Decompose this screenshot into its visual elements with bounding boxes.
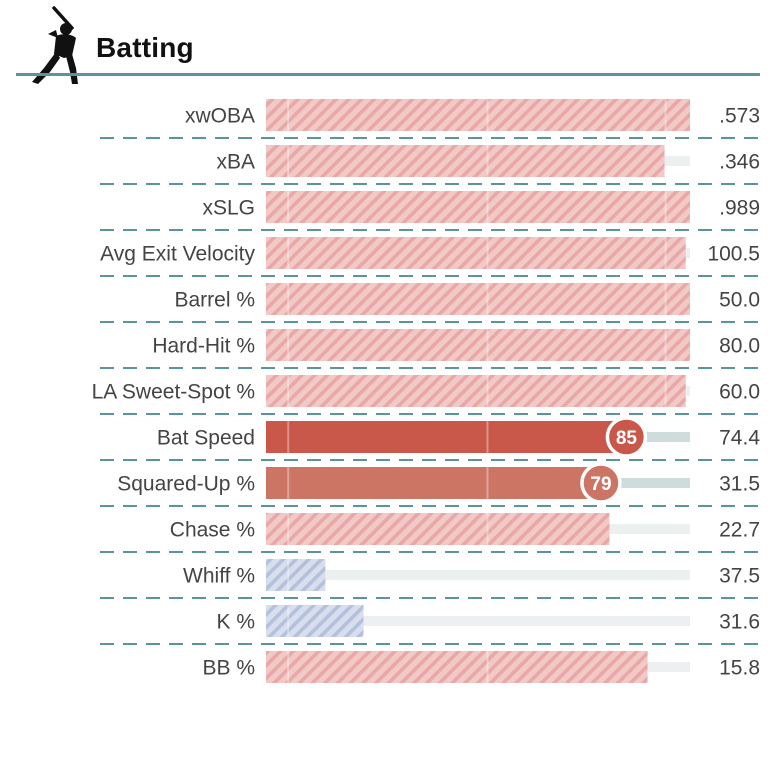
header-divider — [16, 73, 760, 76]
metric-row: K % 31.6 — [100, 605, 760, 645]
bar-guide — [287, 329, 290, 361]
bar-guide — [287, 283, 290, 315]
bar-guide — [287, 513, 290, 545]
bar-guide — [664, 329, 667, 361]
metric-value: 31.6 — [719, 611, 760, 634]
metric-row: xBA .346 — [100, 145, 760, 185]
bar-guide — [287, 467, 290, 499]
bar-guide — [486, 375, 489, 407]
metric-row: Hard-Hit % 80.0 — [100, 329, 760, 369]
metric-label: xSLG — [202, 197, 255, 220]
chart-rows: xwOBA .573 xBA .346 xSLG .989 Avg Exit Velocit… — [92, 99, 760, 683]
percentile-bar — [266, 283, 690, 315]
percentile-bar — [266, 191, 690, 223]
metric-row: 79 Squared-Up % 31.5 — [100, 462, 760, 507]
metric-row: Chase % 22.7 — [100, 513, 760, 553]
bar-guide — [486, 513, 489, 545]
percentile-bar — [266, 513, 610, 545]
metric-row: Whiff % 37.5 — [100, 559, 760, 599]
bar-guide — [486, 421, 489, 453]
metric-label: Barrel % — [174, 289, 255, 312]
bar-guide — [486, 651, 489, 683]
percentile-bar — [266, 237, 686, 269]
metric-label: Chase % — [170, 519, 255, 542]
percentile-bar — [266, 605, 364, 637]
bar-guide — [486, 467, 489, 499]
bar-guide — [486, 283, 489, 315]
percentile-bar — [266, 467, 601, 499]
metric-label: Bat Speed — [157, 427, 255, 450]
bar-guide — [287, 191, 290, 223]
bar-guide — [287, 375, 290, 407]
percentile-bar — [266, 421, 627, 453]
bar-guide — [287, 421, 290, 453]
bar-guide — [486, 191, 489, 223]
metric-label: xBA — [216, 151, 255, 174]
batter-silhouette-icon — [32, 6, 78, 84]
percentile-badge — [605, 416, 648, 458]
metric-value: 22.7 — [719, 519, 760, 542]
percentile-badge-text: 79 — [590, 474, 611, 495]
metric-row: LA Sweet-Spot % 60.0 — [92, 375, 760, 415]
metric-value: 31.5 — [719, 473, 760, 496]
bar-guide — [664, 375, 667, 407]
metric-value: 37.5 — [719, 565, 760, 588]
metric-label: Squared-Up % — [117, 473, 255, 496]
percentile-bar — [266, 651, 648, 683]
section-header: Batting — [0, 0, 774, 84]
percentile-badge-text: 85 — [616, 428, 638, 449]
metric-value: 50.0 — [719, 289, 760, 312]
bar-guide — [287, 651, 290, 683]
percentile-badge — [580, 462, 622, 504]
bar-guide — [287, 145, 290, 177]
percentile-bar — [266, 99, 690, 131]
bar-guide — [287, 99, 290, 131]
metric-row: xwOBA .573 — [100, 99, 760, 139]
percentile-bar — [266, 145, 665, 177]
bar-track — [266, 570, 690, 580]
bar-guide — [287, 559, 290, 591]
percentile-bar — [266, 375, 686, 407]
bar-guide — [486, 145, 489, 177]
metric-value: 80.0 — [719, 335, 760, 358]
bar-track — [266, 616, 690, 626]
bar-guide — [486, 329, 489, 361]
metric-row: Barrel % 50.0 — [100, 283, 760, 323]
metric-value: 15.8 — [719, 657, 760, 680]
bar-guide — [664, 191, 667, 223]
metric-label: LA Sweet-Spot % — [92, 381, 255, 404]
bar-guide — [486, 99, 489, 131]
metric-label: Avg Exit Velocity — [100, 243, 255, 266]
metric-row: xSLG .989 — [100, 191, 760, 231]
bar-guide — [664, 99, 667, 131]
bar-guide — [287, 237, 290, 269]
bar-guide — [664, 283, 667, 315]
metric-label: xwOBA — [185, 105, 255, 128]
metric-row: 85 Bat Speed 74.4 — [100, 416, 760, 461]
metric-value: .346 — [719, 151, 760, 174]
bar-guide — [486, 237, 489, 269]
metric-value: 74.4 — [719, 427, 760, 450]
metric-label: Whiff % — [183, 565, 255, 588]
metric-value: 60.0 — [719, 381, 760, 404]
metric-label: K % — [216, 611, 255, 634]
bar-guide — [664, 237, 667, 269]
metric-row: BB % 15.8 — [202, 651, 760, 683]
metric-label: BB % — [202, 657, 255, 680]
percentile-bar — [266, 559, 326, 591]
metric-value: .989 — [719, 197, 760, 220]
metric-label: Hard-Hit % — [152, 335, 255, 358]
metric-row: Avg Exit Velocity 100.5 — [100, 237, 760, 277]
percentile-bar — [266, 329, 690, 361]
bar-guide — [287, 605, 290, 637]
metric-value: 100.5 — [707, 243, 760, 266]
metric-value: .573 — [719, 105, 760, 128]
section-title: Batting — [96, 32, 194, 63]
